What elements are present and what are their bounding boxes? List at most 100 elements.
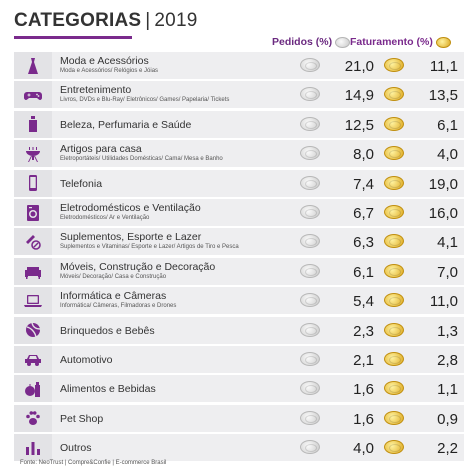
category-icon-box [14,375,52,403]
table-row: Beleza, Perfumaria e Saúde 12,5 6,1 [14,110,464,138]
column-header-faturamento: Faturamento (%) [350,36,451,48]
category-subtitle: Moda e Acessórios/ Relógios e Jóias [60,68,159,74]
table-row: Informática e Câmeras Informática/ Câmera… [14,287,464,315]
silver-coin-icon [300,351,320,366]
category-name: Informática e Câmeras [60,290,167,303]
table-row: Brinquedos e Bebês 2,3 1,3 [14,316,464,344]
pedidos-value: 12,5 [344,116,374,134]
gold-coin-icon [384,175,404,190]
gold-coin-icon [384,410,404,425]
title-separator: | [145,10,151,31]
pedidos-value: 1,6 [353,410,374,428]
bar-chart-icon [26,441,40,455]
category-icon-box [14,198,52,227]
gold-coin-icon [384,146,404,161]
silver-coin-icon [300,58,320,72]
table-row: Pet Shop 1,6 0,9 [14,404,464,432]
category-name: Beleza, Perfumaria e Saúde [60,118,192,131]
column-header-faturamento-label: Faturamento (%) [350,36,433,48]
category-name: Eletrodomésticos e Ventilação [60,201,201,214]
pedidos-value: 8,0 [353,146,374,164]
category-name: Outros [60,442,92,455]
category-icon-box [14,140,52,168]
faturamento-value: 19,0 [428,175,458,193]
faturamento-value: 16,0 [428,204,458,222]
ball-icon [26,322,41,338]
category-name: Móveis, Construção e Decoração [60,260,216,273]
silver-coin-icon [335,36,351,48]
category-table: Moda e Acessórios Moda e Acessórios/ Reló… [14,52,464,463]
gold-coin-icon [384,440,404,455]
faturamento-value: 13,5 [428,87,458,105]
gold-coin-icon [384,322,404,337]
category-name: Artigos para casa [60,143,142,156]
category-icon-box [14,228,52,256]
table-row: Telefonia 7,4 19,0 [14,169,464,197]
source-footer: Fonte: NeoTrust | Compre&Confie | E-comm… [20,460,167,466]
silver-coin-icon [300,204,320,219]
category-icon-box [14,287,52,315]
apple-bottle-icon [25,381,40,397]
category-subtitle: Suplementos e Vitaminas/ Esporte e Lazer… [60,244,239,251]
faturamento-value: 1,1 [437,381,458,399]
page-title: CATEGORIAS | 2019 [14,10,197,32]
category-name: Pet Shop [60,412,104,425]
category-icon-box [14,434,52,462]
washing-machine-icon [27,204,39,221]
table-row: Moda e Acessórios Moda e Acessórios/ Reló… [14,52,464,80]
pedidos-value: 6,7 [353,204,374,222]
sofa-icon [25,267,41,280]
pedidos-value: 6,3 [353,234,374,252]
faturamento-value: 7,0 [437,263,458,281]
gamepad-icon [24,91,42,100]
category-subtitle: Livros, DVDs e Blu-Ray/ Eletrônicos/ Gam… [60,97,230,104]
category-icon-box [14,110,52,138]
category-name: Moda e Acessórios [60,55,149,67]
table-row: Alimentos e Bebidas 1,6 1,1 [14,375,464,403]
silver-coin-icon [300,87,320,102]
faturamento-value: 2,8 [437,351,458,369]
category-name: Automotivo [60,353,113,366]
faturamento-value: 1,3 [437,322,458,340]
category-icon-box [14,257,52,285]
category-icon-box [14,81,52,109]
pedidos-value: 7,4 [353,175,374,193]
category-name: Entretenimento [60,84,132,97]
paw-icon [26,411,40,426]
table-row: Automotivo 2,1 2,8 [14,345,464,373]
pedidos-value: 21,0 [344,58,374,75]
gold-coin-icon [384,87,404,102]
category-name: Suplementos, Esporte e Lazer [60,231,202,244]
silver-coin-icon [300,146,320,161]
silver-coin-icon [300,263,320,278]
faturamento-value: 11,0 [429,293,458,311]
gold-coin-icon [384,234,404,249]
silver-coin-icon [300,234,320,249]
table-row: Suplementos, Esporte e Lazer Suplementos … [14,228,464,256]
silver-coin-icon [300,322,320,337]
silver-coin-icon [300,116,320,131]
grill-icon [26,146,40,162]
category-subtitle: Móveis/ Decoração/ Casa e Construção [60,273,167,280]
category-icon-box [14,169,52,197]
silver-coin-icon [300,381,320,396]
gold-coin-icon [384,381,404,396]
pedidos-value: 2,1 [353,351,374,369]
silver-coin-icon [300,293,320,308]
perfume-icon [29,116,37,133]
faturamento-value: 0,9 [437,410,458,428]
category-subtitle: Eletrodomésticos/ Ar e Ventilação [60,214,150,221]
category-icon-box [14,345,52,373]
table-row: Móveis, Construção e Decoração Móveis/ De… [14,257,464,285]
category-icon-box [14,52,52,80]
car-icon [25,355,41,367]
faturamento-value: 2,2 [437,440,458,458]
pedidos-value: 2,3 [353,322,374,340]
header: CATEGORIAS | 2019 Pedidos (%) Faturamento … [14,8,464,50]
gold-coin-icon [384,116,404,131]
pedidos-value: 5,4 [353,293,374,311]
faturamento-value: 4,0 [437,146,458,164]
gold-coin-icon [384,351,404,366]
faturamento-value: 4,1 [437,234,458,252]
gold-coin-icon [384,58,404,72]
